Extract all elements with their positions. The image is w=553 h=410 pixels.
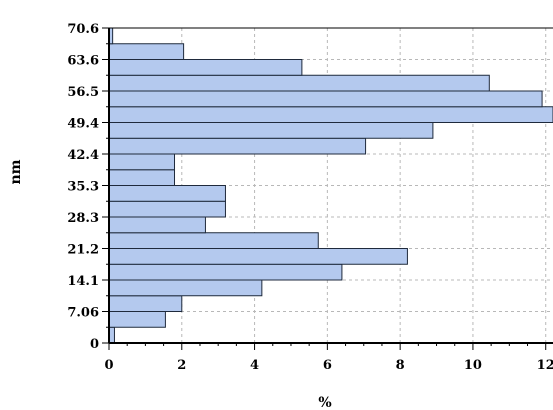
y-tick-label: 70.6	[67, 22, 99, 37]
histogram-bar	[108, 74, 490, 92]
histogram-bar	[108, 106, 553, 123]
x-tick-label: 10	[464, 358, 482, 373]
x-tick-label: 8	[396, 358, 405, 373]
histogram-bar	[108, 311, 166, 328]
x-tick-label: 12	[537, 358, 553, 373]
histogram-bar	[108, 122, 434, 139]
histogram-bar	[108, 295, 183, 312]
y-tick-label: 0	[90, 337, 99, 352]
histogram-bar	[108, 59, 303, 76]
histogram-bar	[108, 90, 543, 108]
tick-labels: 0 2 4 6 8 10 12 0 7.06 14.1 21.2 28.3 35.3 42.4 49.4 56…	[67, 22, 553, 373]
x-tick-label: 0	[104, 358, 113, 373]
histogram-bar	[108, 216, 206, 234]
y-tick-label: 63.6	[67, 54, 99, 69]
histogram-bar	[108, 169, 176, 186]
y-tick-label: 49.4	[67, 117, 99, 132]
histogram-bar	[108, 185, 226, 202]
histogram-bar	[108, 263, 343, 281]
histogram-bar	[108, 232, 319, 249]
x-tick-label: 6	[323, 358, 332, 373]
histogram-bar	[108, 248, 408, 265]
y-tick-label: 28.3	[67, 211, 99, 226]
y-tick-label: 56.5	[67, 85, 99, 100]
histogram-bar	[108, 153, 176, 171]
x-tick-label: 2	[177, 358, 186, 373]
y-tick-label: 42.4	[67, 148, 99, 163]
bars	[108, 27, 553, 344]
x-axis-title: %	[318, 395, 331, 410]
x-tick-label: 4	[250, 358, 259, 373]
histogram-bar	[108, 137, 367, 155]
histogram-bar	[108, 43, 185, 60]
histogram-bar	[108, 279, 263, 297]
y-tick-label: 35.3	[67, 180, 99, 195]
y-axis-title: nm	[8, 159, 24, 184]
y-tick-label: 14.1	[67, 274, 99, 289]
histogram-bar	[108, 200, 226, 218]
axes	[102, 27, 553, 350]
y-tick-label: 7.06	[67, 306, 99, 321]
y-tick-label: 21.2	[67, 243, 99, 258]
